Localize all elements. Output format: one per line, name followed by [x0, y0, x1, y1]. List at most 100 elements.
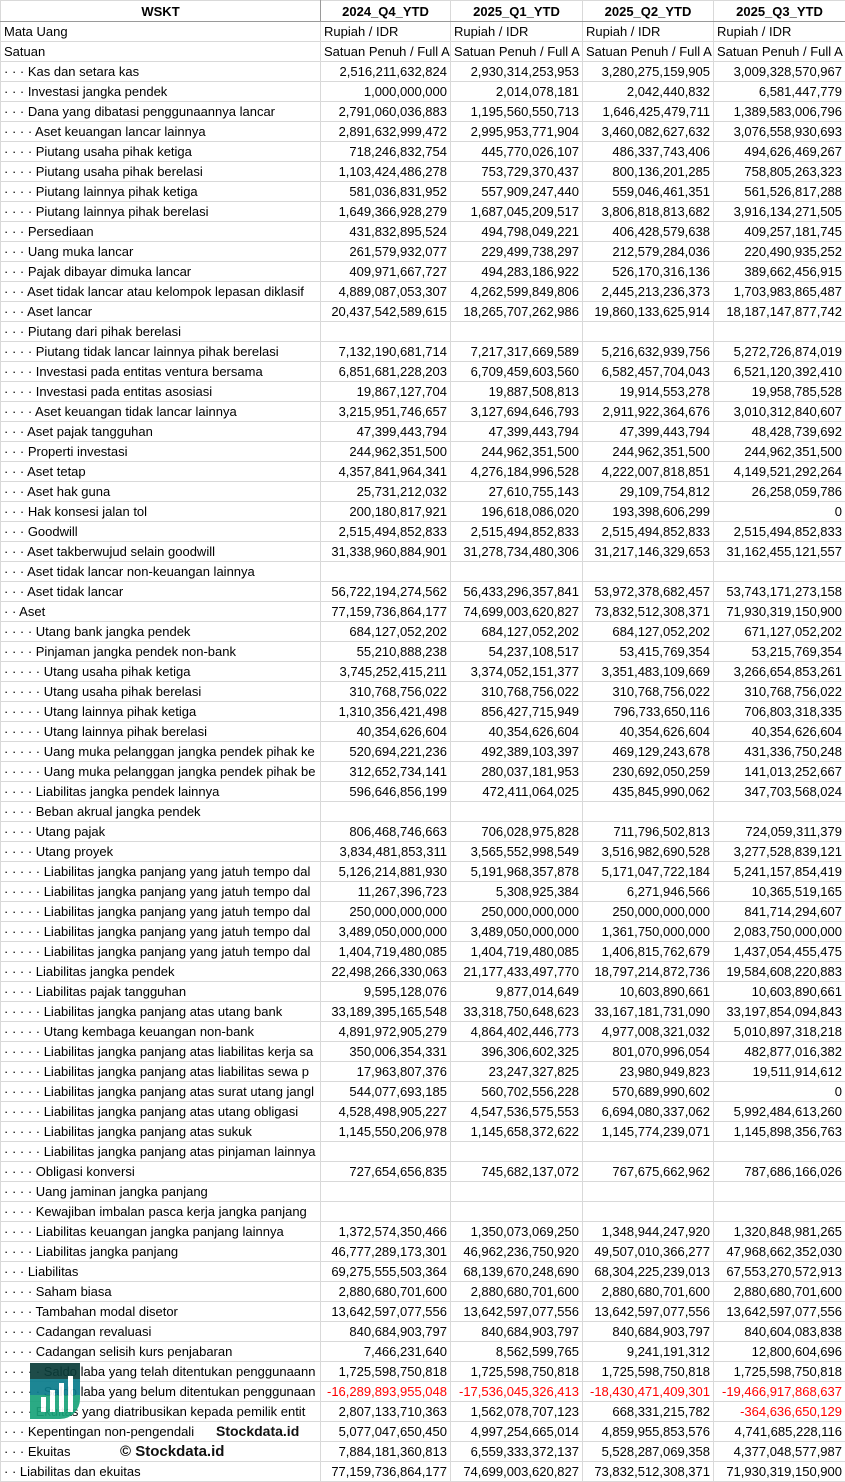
value-cell[interactable]: 19,867,127,704: [321, 382, 451, 402]
value-cell[interactable]: 840,604,083,838: [714, 1322, 845, 1342]
value-cell[interactable]: 1,687,045,209,517: [451, 202, 583, 222]
value-cell[interactable]: 494,798,049,221: [451, 222, 583, 242]
value-cell[interactable]: 9,877,014,649: [451, 982, 583, 1002]
value-cell[interactable]: 435,845,990,062: [583, 782, 714, 802]
value-cell[interactable]: 4,222,007,818,851: [583, 462, 714, 482]
value-cell[interactable]: 6,581,447,779: [714, 82, 845, 102]
value-cell[interactable]: 4,859,955,853,576: [583, 1422, 714, 1442]
row-label[interactable]: Satuan: [1, 42, 321, 62]
value-cell[interactable]: 1,562,078,707,123: [451, 1402, 583, 1422]
value-cell[interactable]: [583, 802, 714, 822]
row-label[interactable]: · · Liabilitas dan ekuitas: [1, 1462, 321, 1482]
value-cell[interactable]: [321, 322, 451, 342]
value-cell[interactable]: 31,217,146,329,653: [583, 542, 714, 562]
value-cell[interactable]: 4,377,048,577,987: [714, 1442, 845, 1462]
value-cell[interactable]: 1,646,425,479,711: [583, 102, 714, 122]
value-cell[interactable]: 486,337,743,406: [583, 142, 714, 162]
value-cell[interactable]: 840,684,903,797: [583, 1322, 714, 1342]
cell[interactable]: Satuan Penuh / Full A: [321, 42, 451, 62]
value-cell[interactable]: 1,389,583,006,796: [714, 102, 845, 122]
row-label[interactable]: · · · Piutang dari pihak berelasi: [1, 322, 321, 342]
row-label[interactable]: · · · · · Utang usaha pihak ketiga: [1, 662, 321, 682]
value-cell[interactable]: 29,109,754,812: [583, 482, 714, 502]
row-label[interactable]: · · · · · Saldo laba yang telah ditentuk…: [1, 1362, 321, 1382]
row-label[interactable]: · · · · Liabilitas jangka panjang: [1, 1242, 321, 1262]
value-cell[interactable]: [583, 1142, 714, 1162]
value-cell[interactable]: 13,642,597,077,556: [583, 1302, 714, 1322]
value-cell[interactable]: [451, 1182, 583, 1202]
value-cell[interactable]: 26,258,059,786: [714, 482, 845, 502]
value-cell[interactable]: 706,028,975,828: [451, 822, 583, 842]
value-cell[interactable]: 1,195,560,550,713: [451, 102, 583, 122]
value-cell[interactable]: 559,046,461,351: [583, 182, 714, 202]
value-cell[interactable]: 557,909,247,440: [451, 182, 583, 202]
value-cell[interactable]: 3,277,528,839,121: [714, 842, 845, 862]
value-cell[interactable]: [583, 322, 714, 342]
row-label[interactable]: · · · · · Liabilitas jangka panjang yang…: [1, 922, 321, 942]
row-label[interactable]: · · · Aset hak guna: [1, 482, 321, 502]
value-cell[interactable]: 3,010,312,840,607: [714, 402, 845, 422]
value-cell[interactable]: 31,338,960,884,901: [321, 542, 451, 562]
row-label[interactable]: · · · Aset pajak tangguhan: [1, 422, 321, 442]
value-cell[interactable]: 12,800,604,696: [714, 1342, 845, 1362]
row-label[interactable]: · · · · Investasi pada entitas ventura b…: [1, 362, 321, 382]
value-cell[interactable]: 3,916,134,271,505: [714, 202, 845, 222]
value-cell[interactable]: 74,699,003,620,827: [451, 1462, 583, 1482]
value-cell[interactable]: [714, 802, 845, 822]
value-cell[interactable]: 6,851,681,228,203: [321, 362, 451, 382]
value-cell[interactable]: 73,832,512,308,371: [583, 602, 714, 622]
value-cell[interactable]: 74,699,003,620,827: [451, 602, 583, 622]
value-cell[interactable]: 54,237,108,517: [451, 642, 583, 662]
value-cell[interactable]: 840,684,903,797: [451, 1322, 583, 1342]
row-label[interactable]: · · · · Utang bank jangka pendek: [1, 622, 321, 642]
value-cell[interactable]: 2,807,133,710,363: [321, 1402, 451, 1422]
row-label[interactable]: Mata Uang: [1, 22, 321, 42]
value-cell[interactable]: -16,289,893,955,048: [321, 1382, 451, 1402]
row-label[interactable]: · · · · Tambahan modal disetor: [1, 1302, 321, 1322]
value-cell[interactable]: 5,528,287,069,358: [583, 1442, 714, 1462]
row-label[interactable]: · · · · · Liabilitas jangka panjang yang…: [1, 902, 321, 922]
value-cell[interactable]: -19,466,917,868,637: [714, 1382, 845, 1402]
value-cell[interactable]: 347,703,568,024: [714, 782, 845, 802]
value-cell[interactable]: 250,000,000,000: [321, 902, 451, 922]
value-cell[interactable]: 2,791,060,036,883: [321, 102, 451, 122]
row-label[interactable]: · · · · Kewajiban imbalan pasca kerja ja…: [1, 1202, 321, 1222]
value-cell[interactable]: 9,595,128,076: [321, 982, 451, 1002]
value-cell[interactable]: 40,354,626,604: [583, 722, 714, 742]
value-cell[interactable]: 6,582,457,704,043: [583, 362, 714, 382]
cell[interactable]: Rupiah / IDR: [714, 22, 845, 42]
value-cell[interactable]: 7,132,190,681,714: [321, 342, 451, 362]
value-cell[interactable]: 5,241,157,854,419: [714, 862, 845, 882]
value-cell[interactable]: 1,404,719,480,085: [451, 942, 583, 962]
row-label[interactable]: · · · Aset takberwujud selain goodwill: [1, 542, 321, 562]
value-cell[interactable]: 1,725,598,750,818: [451, 1362, 583, 1382]
value-cell[interactable]: 4,357,841,964,341: [321, 462, 451, 482]
value-cell[interactable]: 220,490,935,252: [714, 242, 845, 262]
value-cell[interactable]: 4,977,008,321,032: [583, 1022, 714, 1042]
value-cell[interactable]: 21,177,433,497,770: [451, 962, 583, 982]
row-label[interactable]: · · · · Obligasi konversi: [1, 1162, 321, 1182]
row-label[interactable]: · · · · · Liabilitas jangka panjang yang…: [1, 862, 321, 882]
row-label[interactable]: · · · · · Utang kembaga keuangan non-ban…: [1, 1022, 321, 1042]
value-cell[interactable]: 310,768,756,022: [714, 682, 845, 702]
value-cell[interactable]: 71,930,319,150,900: [714, 602, 845, 622]
value-cell[interactable]: [451, 562, 583, 582]
value-cell[interactable]: 6,521,120,392,410: [714, 362, 845, 382]
value-cell[interactable]: 27,610,755,143: [451, 482, 583, 502]
value-cell[interactable]: 68,304,225,239,013: [583, 1262, 714, 1282]
value-cell[interactable]: 71,930,319,150,900: [714, 1462, 845, 1482]
value-cell[interactable]: 3,076,558,930,693: [714, 122, 845, 142]
value-cell[interactable]: 3,280,275,159,905: [583, 62, 714, 82]
value-cell[interactable]: [714, 1142, 845, 1162]
value-cell[interactable]: 2,995,953,771,904: [451, 122, 583, 142]
value-cell[interactable]: 49,507,010,366,277: [583, 1242, 714, 1262]
value-cell[interactable]: 856,427,715,949: [451, 702, 583, 722]
value-cell[interactable]: 10,603,890,661: [714, 982, 845, 1002]
value-cell[interactable]: 6,709,459,603,560: [451, 362, 583, 382]
value-cell[interactable]: [321, 802, 451, 822]
value-cell[interactable]: 7,217,317,669,589: [451, 342, 583, 362]
value-cell[interactable]: 19,860,133,625,914: [583, 302, 714, 322]
value-cell[interactable]: 250,000,000,000: [583, 902, 714, 922]
value-cell[interactable]: 1,437,054,455,475: [714, 942, 845, 962]
value-cell[interactable]: 5,216,632,939,756: [583, 342, 714, 362]
